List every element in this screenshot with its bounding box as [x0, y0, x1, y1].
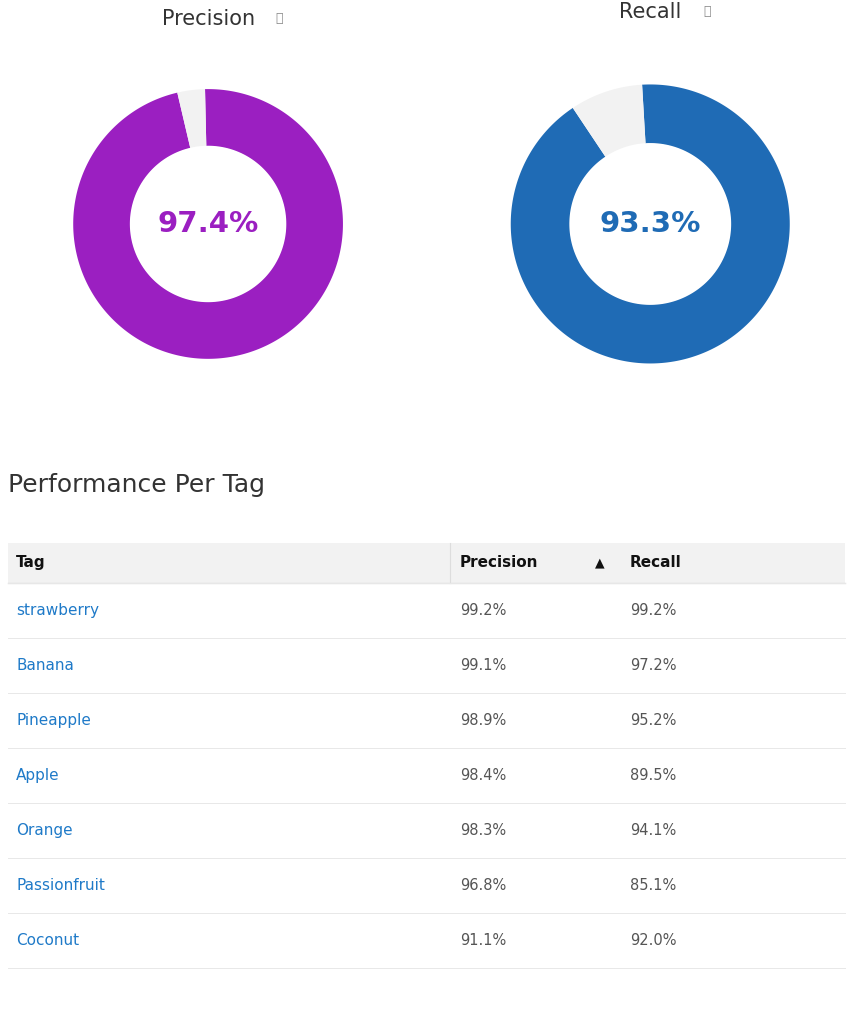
Text: Recall: Recall — [630, 556, 681, 570]
Text: 97.2%: 97.2% — [630, 658, 676, 673]
Text: Orange: Orange — [16, 823, 73, 838]
Text: ⓘ: ⓘ — [276, 12, 283, 25]
Text: 92.0%: 92.0% — [630, 932, 676, 948]
Polygon shape — [573, 84, 646, 157]
Text: 99.1%: 99.1% — [460, 658, 506, 673]
Circle shape — [570, 145, 730, 303]
Text: Recall: Recall — [619, 2, 681, 22]
Text: 89.5%: 89.5% — [630, 768, 676, 783]
Text: Apple: Apple — [16, 768, 60, 783]
Text: Precision: Precision — [161, 9, 255, 29]
Text: 85.1%: 85.1% — [630, 878, 676, 893]
Text: 98.4%: 98.4% — [460, 768, 506, 783]
Circle shape — [131, 147, 285, 301]
Text: Passionfruit: Passionfruit — [16, 878, 105, 893]
Polygon shape — [177, 90, 206, 148]
Text: 93.3%: 93.3% — [600, 210, 701, 238]
Text: 95.2%: 95.2% — [630, 713, 676, 728]
Text: Banana: Banana — [16, 658, 74, 673]
Text: 99.2%: 99.2% — [460, 603, 506, 618]
Bar — [8, 543, 845, 583]
Text: Tag: Tag — [16, 556, 46, 570]
Polygon shape — [73, 90, 343, 358]
Text: strawberry: strawberry — [16, 603, 99, 618]
Text: Coconut: Coconut — [16, 932, 79, 948]
Text: 94.1%: 94.1% — [630, 823, 676, 838]
Polygon shape — [511, 84, 790, 363]
Text: 91.1%: 91.1% — [460, 932, 506, 948]
Text: ⓘ: ⓘ — [703, 5, 711, 18]
Text: Performance Per Tag: Performance Per Tag — [8, 472, 265, 497]
Text: 96.8%: 96.8% — [460, 878, 506, 893]
Text: Precision: Precision — [460, 556, 538, 570]
Text: ▲: ▲ — [595, 556, 604, 569]
Text: Pineapple: Pineapple — [16, 713, 91, 728]
Text: 97.4%: 97.4% — [158, 210, 258, 238]
Text: 98.3%: 98.3% — [460, 823, 506, 838]
Text: 99.2%: 99.2% — [630, 603, 676, 618]
Text: 98.9%: 98.9% — [460, 713, 506, 728]
